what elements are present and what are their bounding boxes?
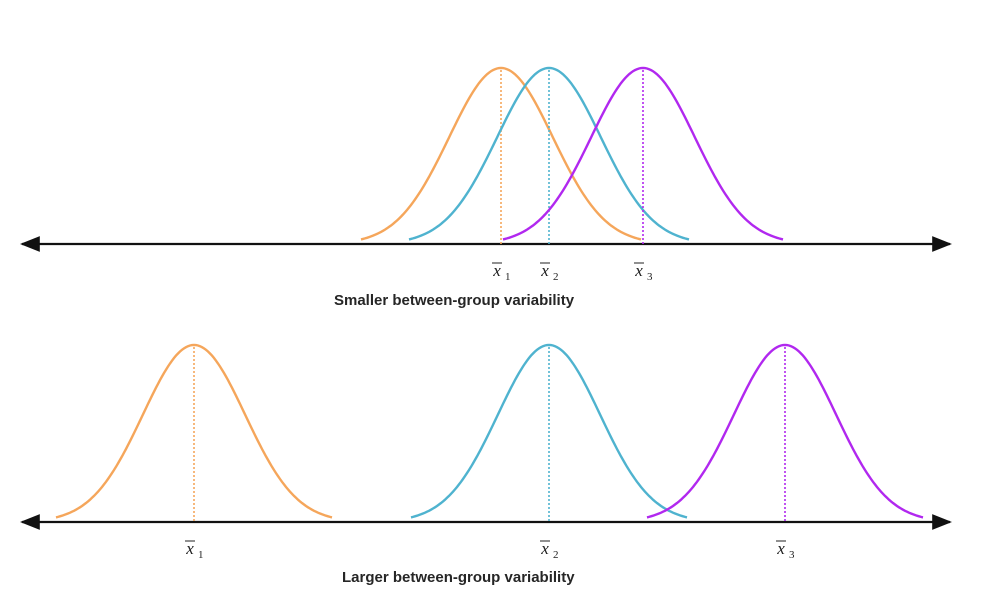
mean-symbol: x bbox=[492, 261, 501, 280]
mean-symbol: x bbox=[185, 539, 194, 558]
mean-subscript: 2 bbox=[553, 549, 559, 561]
distribution-curve-3 bbox=[646, 343, 924, 519]
mean-symbol: x bbox=[540, 539, 549, 558]
mean-subscript: 1 bbox=[198, 549, 204, 561]
mean-subscript: 3 bbox=[789, 549, 795, 561]
mean-symbol: x bbox=[776, 539, 785, 558]
distribution-curve-2 bbox=[408, 66, 690, 241]
mean-subscript: 1 bbox=[505, 271, 511, 283]
caption-smaller-variability: Smaller between-group variability bbox=[334, 292, 575, 309]
distribution-curve-3 bbox=[502, 66, 784, 241]
mean-symbol: x bbox=[540, 261, 549, 280]
distribution-curve-1 bbox=[55, 343, 333, 519]
distribution-curve-1 bbox=[360, 66, 642, 241]
mean-symbol: x bbox=[634, 261, 643, 280]
mean-subscript: 2 bbox=[553, 271, 559, 283]
distribution-curve-2 bbox=[410, 343, 688, 519]
caption-larger-variability: Larger between-group variability bbox=[342, 569, 575, 586]
mean-subscript: 3 bbox=[647, 271, 653, 283]
